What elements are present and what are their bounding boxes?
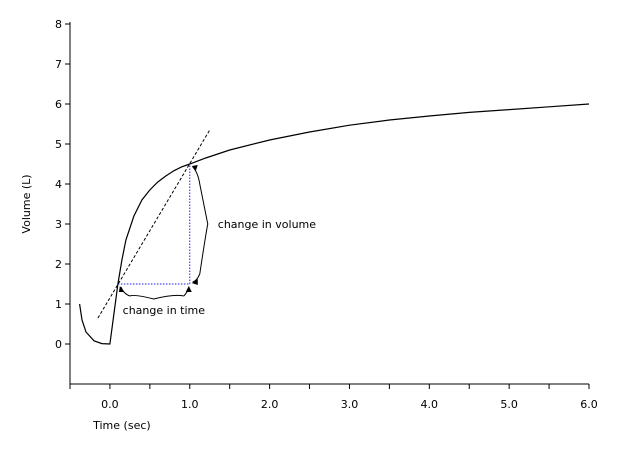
- x-axis-title: Time (sec): [92, 419, 151, 432]
- y-tick-label: 2: [55, 258, 62, 271]
- y-tick-label: 7: [55, 58, 62, 71]
- change-in-volume-brace: [199, 183, 209, 275]
- volume-curve: [79, 103, 590, 345]
- volume-arrowhead-top: [191, 165, 198, 171]
- x-tick-label: 6.0: [580, 398, 598, 411]
- volume-arrowhead-bottom: [191, 279, 198, 285]
- y-axis-ticks: 0 1 2 3 4 5 6 7 8: [55, 18, 70, 351]
- y-tick-label: 4: [55, 178, 62, 191]
- axes: 0 1 2 3 4 5 6 7 8 0.0 1.0 2.0 3.0 4.0 5.0 6.0: [55, 18, 598, 411]
- x-axis-ticks: 0.0 1.0 2.0 3.0 4.0 5.0 6.0: [69, 384, 598, 411]
- y-tick-label: 1: [55, 298, 62, 311]
- time-arrowhead-left: [118, 286, 124, 292]
- change-in-time-brace: [129, 294, 184, 300]
- x-tick-label: 5.0: [500, 398, 518, 411]
- x-tick-label: 3.0: [341, 398, 359, 411]
- x-tick-label: 2.0: [261, 398, 279, 411]
- y-axis-title: Volume (L): [20, 174, 33, 233]
- x-tick-label: 0.0: [101, 398, 119, 411]
- y-tick-label: 6: [55, 98, 62, 111]
- time-arrow-left: [120, 286, 131, 297]
- y-tick-label: 0: [55, 338, 62, 351]
- x-tick-label: 4.0: [421, 398, 439, 411]
- y-tick-label: 8: [55, 18, 62, 31]
- time-arrowhead-right: [185, 286, 192, 292]
- y-tick-label: 5: [55, 138, 62, 151]
- volume-arrow-top: [192, 166, 201, 185]
- change-in-time-label: change in time: [123, 304, 206, 317]
- volume-arrow-bottom: [192, 273, 201, 283]
- x-tick-label: 1.0: [181, 398, 199, 411]
- y-tick-label: 3: [55, 218, 62, 231]
- change-in-volume-label: change in volume: [218, 218, 316, 231]
- tangent-line: [97, 129, 211, 319]
- plot-area: change in volume change in time: [79, 103, 590, 345]
